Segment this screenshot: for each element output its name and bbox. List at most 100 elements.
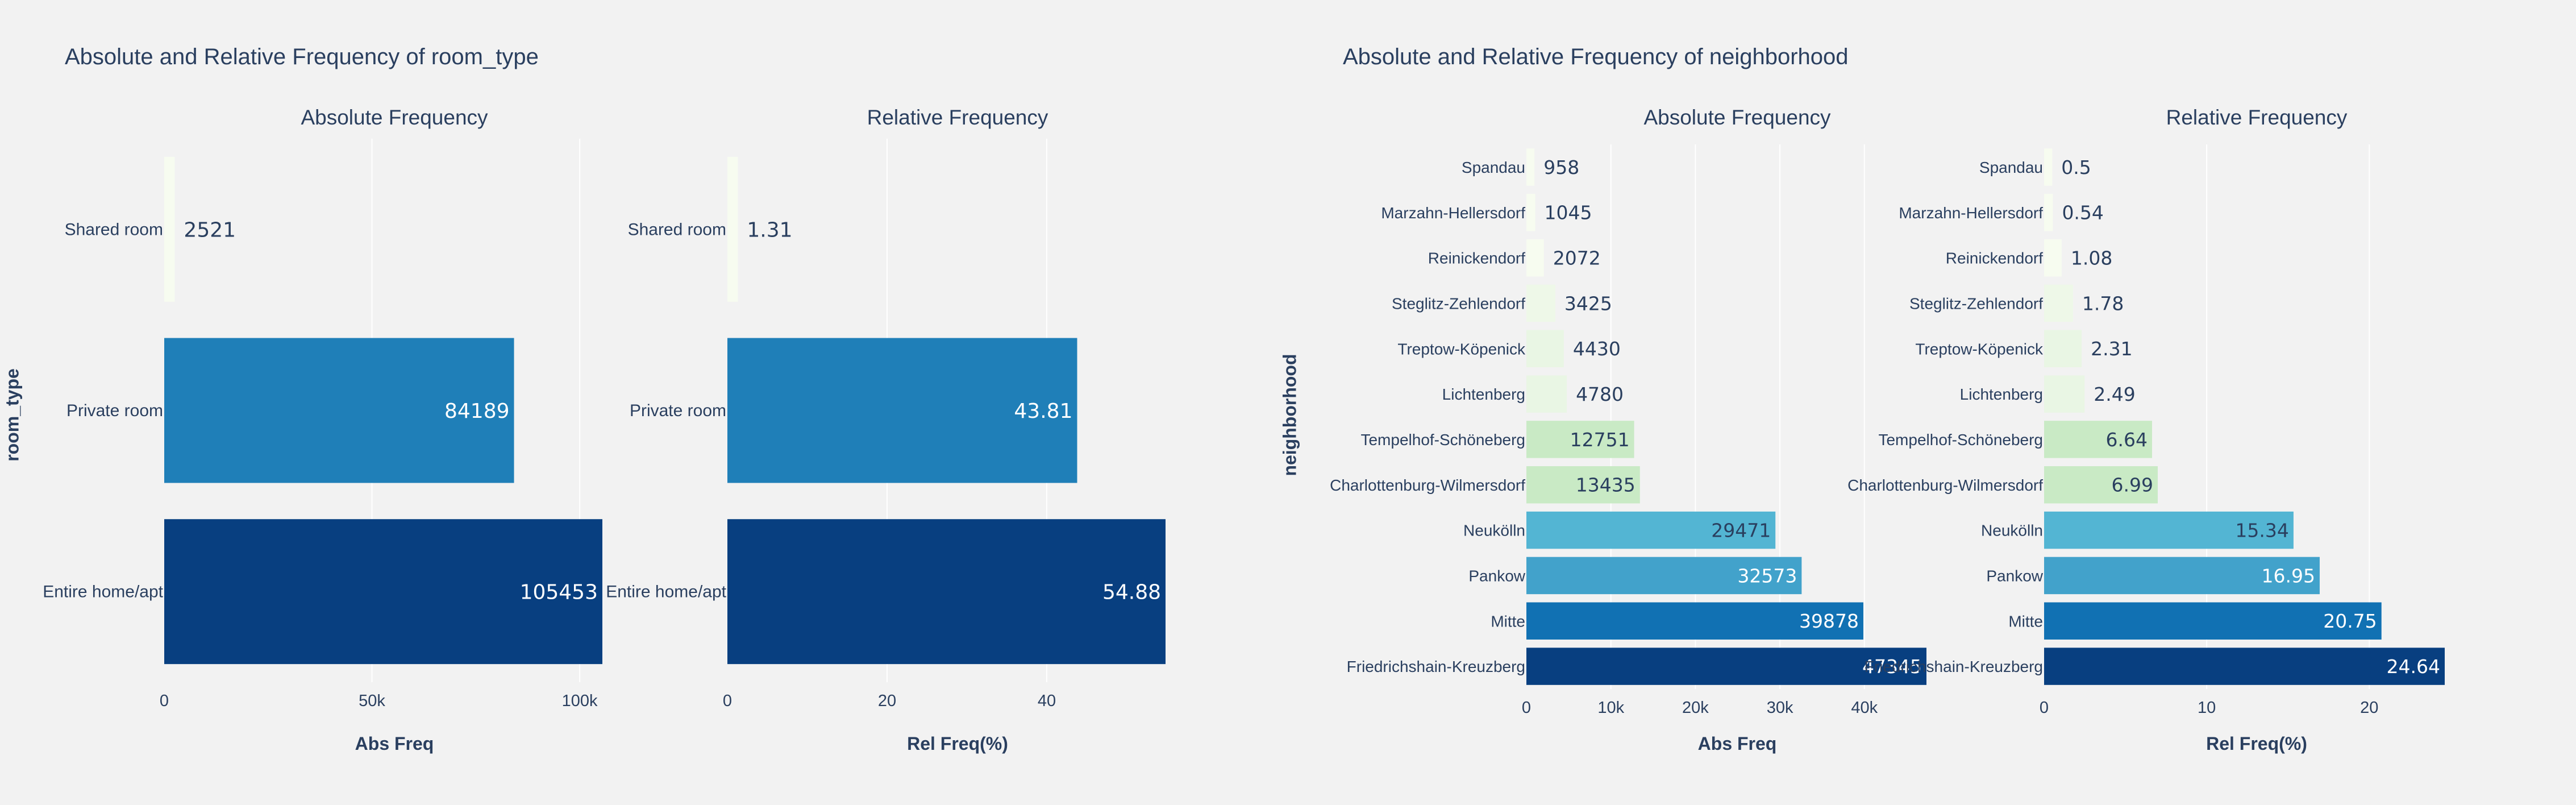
bar-data-label: 105453 [520,581,598,604]
bar-data-label: 47345 [1862,655,1922,678]
bar-data-label: 0.5 [2061,156,2091,179]
category-tick-label: Reinickendorf [1946,250,2043,267]
bar-data-label: 32573 [1737,565,1797,587]
category-tick-label: Friedrichshain-Kreuzberg [1347,658,1525,675]
category-tick-label: Neukölln [1463,522,1525,540]
x-tick-label: 10k [1597,699,1624,717]
category-tick-label: Tempelhof-Schöneberg [1360,431,1525,449]
category-tick-label: Marzahn-Hellersdorf [1899,204,2043,222]
bar [1526,421,1634,458]
room-type-abs-subtitle: Absolute Frequency [301,106,488,129]
bar [1526,511,1776,549]
x-tick-label: 40k [1851,699,1878,717]
category-tick-label: Mitte [1491,612,1525,630]
bar [1526,602,1863,640]
bar-data-label: 20.75 [2323,610,2377,632]
bar-data-label: 1045 [1545,202,1592,224]
category-tick-label: Treptow-Köpenick [1397,340,1526,358]
bar-data-label: 84189 [444,400,510,423]
room-type-rel-x-axis-title: Rel Freq(%) [907,733,1008,754]
bar [2044,648,2445,685]
bar-data-label: 54.88 [1102,581,1161,604]
bar [2044,239,2062,277]
neighborhood-rel-subtitle: Relative Frequency [2166,106,2348,129]
x-tick-label: 30k [1767,699,1793,717]
bar [164,338,514,483]
bar-data-label: 1.08 [2071,247,2112,269]
x-tick-label: 0 [1522,699,1531,717]
category-tick-label: Lichtenberg [1960,385,2043,403]
bar-data-label: 6.64 [2105,429,2147,451]
x-tick-label: 20 [2360,699,2378,717]
bar [1526,330,1564,367]
category-tick-label: Reinickendorf [1428,250,1525,267]
bar-data-label: 4780 [1576,383,1624,405]
bar [2044,602,2382,640]
bar-data-label: 1.78 [2082,292,2124,314]
x-tick-label: 0 [723,692,732,710]
bar [2044,375,2085,413]
category-tick-label: Charlottenburg-Wilmersdorf [1330,476,1525,494]
x-tick-label: 20 [878,692,896,710]
bar [1526,284,1555,322]
bar-data-label: 39878 [1799,610,1859,632]
category-tick-label: Entire home/apt [43,583,163,601]
bar-data-label: 16.95 [2261,565,2315,587]
bar-data-label: 0.54 [2062,202,2103,224]
bar [164,156,175,302]
x-tick-label: 10 [2198,699,2216,717]
bar-data-label: 43.81 [1014,400,1072,423]
x-tick-label: 20k [1682,699,1709,717]
neighborhood-figure-title: Absolute and Relative Frequency of neigh… [1343,44,1849,69]
bar [164,519,602,665]
neighborhood-abs-x-axis-title: Abs Freq [1697,733,1777,754]
bar [2044,466,2158,504]
bar [1526,375,1567,413]
bar [1526,148,1535,186]
neighborhood-rel-x-axis-title: Rel Freq(%) [2206,733,2307,754]
category-tick-label: Pankow [1468,567,1525,584]
bar-data-label: 24.64 [2387,655,2440,678]
bar [727,338,1077,483]
bar-data-label: 1.31 [747,218,792,242]
bar-data-label: 15.34 [2235,519,2288,541]
category-tick-label: Marzahn-Hellersdorf [1381,204,1525,222]
bar [2044,284,2073,322]
x-tick-label: 40 [1038,692,1056,710]
bar [2044,148,2053,186]
bar [2044,511,2294,549]
category-tick-label: Spandau [1462,159,1525,176]
bar [1526,466,1640,504]
category-tick-label: Spandau [1979,159,2043,176]
category-tick-label: Shared room [628,220,726,239]
category-tick-label: Neukölln [1981,522,2043,540]
category-tick-label: Pankow [1986,567,2043,584]
bar [1526,194,1535,231]
x-tick-label: 0 [2040,699,2049,717]
bar [2044,330,2082,367]
category-tick-label: Steglitz-Zehlendorf [1392,294,1525,312]
bar [1526,648,1926,685]
category-tick-label: Private room [630,401,726,420]
x-tick-label: 100k [562,692,598,710]
x-tick-label: 0 [160,692,169,710]
neighborhood-abs-subtitle: Absolute Frequency [1643,106,1831,129]
bar [1526,239,1544,277]
bar-data-label: 2521 [184,218,236,242]
category-tick-label: Tempelhof-Schöneberg [1878,431,2043,449]
room-type-figure-title: Absolute and Relative Frequency of room_… [65,44,539,69]
bar [2044,194,2053,231]
room-type-abs-x-axis-title: Abs Freq [355,733,434,754]
bar-data-label: 6.99 [2112,474,2153,496]
bar [727,156,738,302]
category-tick-label: Friedrichshain-Kreuzberg [1865,658,2043,675]
bar-data-label: 12751 [1570,429,1630,451]
bar-data-label: 958 [1543,156,1579,179]
bar [727,519,1166,665]
bar [2044,421,2152,458]
category-tick-label: Private room [66,401,163,420]
bar-data-label: 4430 [1573,338,1621,360]
category-tick-label: Lichtenberg [1442,385,1525,403]
bar-data-label: 29471 [1711,519,1771,541]
